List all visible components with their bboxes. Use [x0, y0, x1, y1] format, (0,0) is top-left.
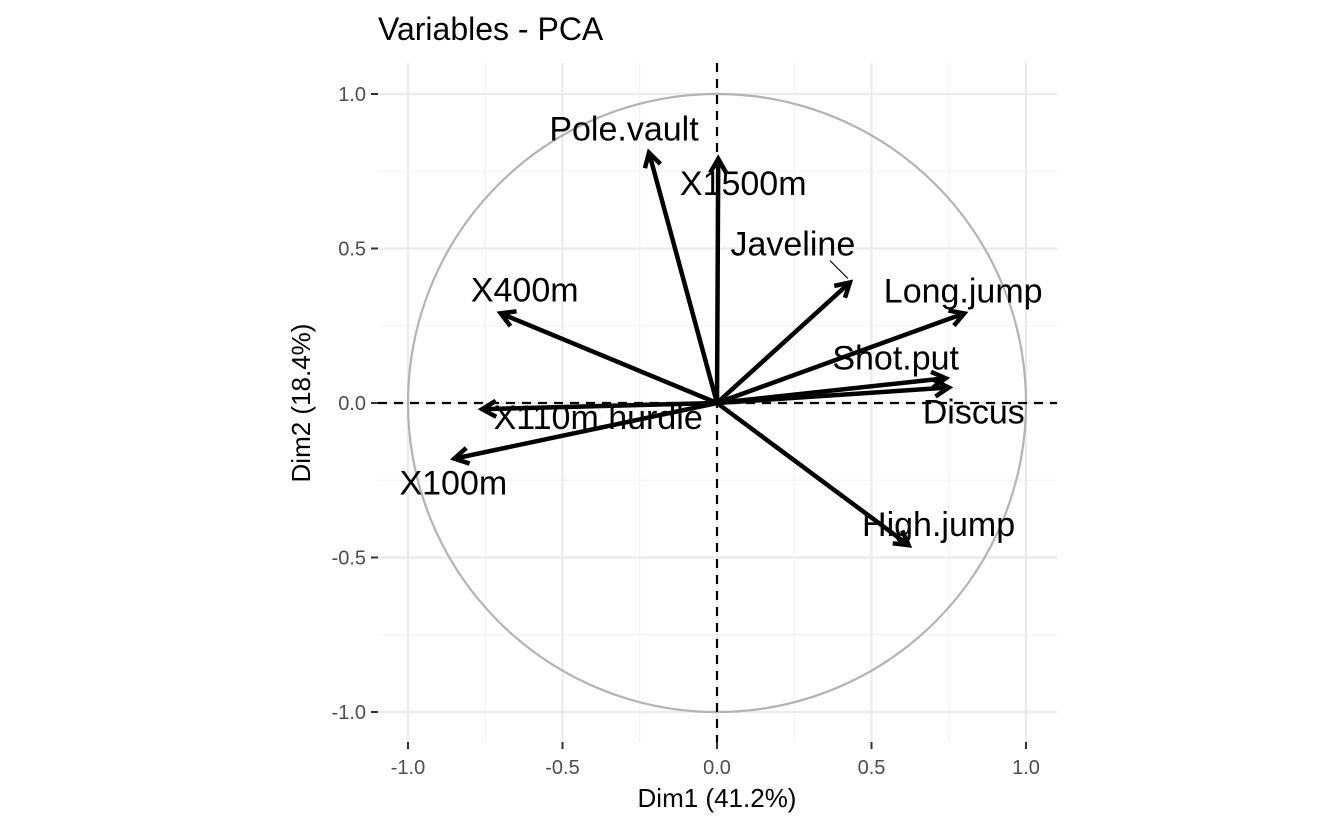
variable-label: X400m — [471, 271, 579, 309]
x-tick-label: 0.0 — [703, 757, 731, 779]
variable-label: High.jump — [862, 506, 1015, 544]
arrow-shaft — [646, 152, 720, 404]
variable-arrow — [496, 309, 718, 406]
x-axis-title: Dim1 (41.2%) — [638, 783, 797, 813]
x-tick-label: -0.5 — [545, 757, 579, 779]
y-axis-title: Dim2 (18.4%) — [286, 324, 316, 483]
variable-label: X100m — [399, 465, 507, 503]
arrow-head — [892, 529, 913, 548]
arrow-shaft — [715, 401, 910, 547]
variable-labels: X100m Long.jump Shot.put High.jump X400m X110… — [399, 111, 1042, 544]
arrow-head — [948, 308, 969, 328]
variable-arrow — [708, 154, 729, 404]
arrow-shaft — [716, 385, 949, 406]
arrow-head — [708, 154, 729, 174]
arrow-head — [933, 378, 954, 399]
x-tick-label: 1.0 — [1012, 757, 1040, 779]
arrow-head — [930, 369, 951, 390]
variable-arrow — [716, 308, 969, 406]
variable-label: Javeline — [730, 225, 855, 263]
variable-label: Long.jump — [884, 272, 1043, 310]
arrow-head — [496, 309, 517, 328]
x-tick-label: -1.0 — [391, 757, 425, 779]
variable-arrow — [715, 401, 913, 548]
arrow-shaft — [714, 158, 721, 404]
x-tick-label: 0.5 — [858, 757, 886, 779]
arrow-head — [477, 398, 498, 419]
y-tick-label: 1.0 — [338, 84, 366, 106]
variable-arrows — [449, 148, 969, 548]
y-tick-label: -1.0 — [332, 702, 366, 724]
variable-arrow — [449, 400, 718, 466]
arrow-shaft — [499, 311, 718, 406]
variable-arrow — [477, 398, 718, 419]
y-tick-label: 0.5 — [338, 239, 366, 261]
variable-label: Discus — [923, 394, 1025, 432]
arrow-head — [642, 148, 662, 169]
arrow-shaft — [482, 400, 718, 412]
axis-ticks: -1.0 -0.5 0.0 0.5 1.0 -1.0 -0.5 0.0 0.5 1.0 — [332, 84, 1040, 779]
variable-label: X110m.hurdle — [494, 399, 703, 437]
y-tick-label: -0.5 — [332, 548, 366, 570]
arrow-shaft — [453, 400, 718, 461]
chart-title: Variables - PCA — [378, 11, 604, 47]
variable-label: Pole.vault — [549, 111, 699, 149]
arrow-shaft — [716, 311, 965, 406]
variable-arrow — [715, 279, 854, 405]
arrow-head — [833, 279, 854, 299]
y-tick-label: 0.0 — [338, 393, 366, 415]
variable-arrow — [642, 148, 720, 404]
variable-label: Shot.put — [832, 339, 959, 377]
arrow-head — [449, 446, 471, 466]
arrow-shaft — [715, 280, 852, 405]
variable-arrow — [716, 378, 954, 406]
label-connector — [829, 260, 849, 279]
variable-label: X1500m — [680, 165, 807, 203]
